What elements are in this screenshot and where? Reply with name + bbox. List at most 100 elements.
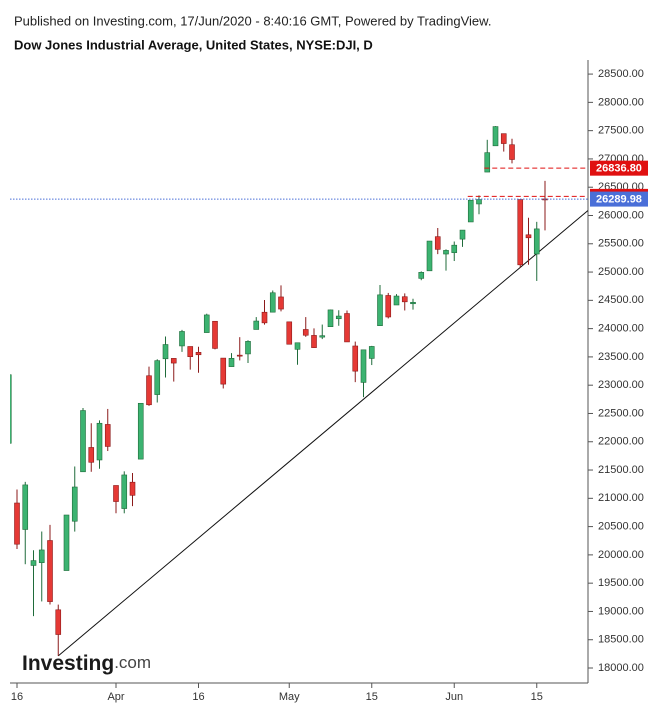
y-tick-label: 25500.00	[598, 238, 644, 250]
candle-body	[344, 313, 350, 343]
y-tick-label: 28500.00	[598, 68, 644, 80]
candle-body	[302, 329, 309, 336]
logo-suffix: .com	[114, 653, 151, 672]
x-tick-label: 16	[192, 691, 204, 703]
y-tick-label: 27500.00	[598, 125, 644, 137]
y-tick-label: 23000.00	[598, 379, 644, 391]
y-tick-label: 19500.00	[598, 577, 644, 589]
candle-body	[129, 481, 136, 496]
candle-body	[492, 126, 499, 147]
y-tick-label: 23500.00	[598, 351, 644, 363]
candle-body	[228, 358, 235, 367]
candle-body	[311, 335, 317, 348]
price-label-box	[590, 160, 648, 176]
candle-body	[385, 295, 392, 318]
candle-body	[10, 374, 12, 444]
logo: Investing.com	[22, 652, 151, 675]
y-tick-label: 24500.00	[598, 294, 644, 306]
candle-body	[203, 314, 210, 333]
chart-title: Dow Jones Industrial Average, United Sta…	[14, 37, 373, 52]
candle-body	[319, 335, 326, 338]
candle-body	[426, 240, 433, 272]
candle-body	[113, 485, 119, 502]
y-tick-label: 22500.00	[598, 407, 644, 419]
candle-body	[451, 244, 458, 253]
candle-body	[154, 360, 161, 395]
y-tick-label: 28000.00	[598, 96, 644, 108]
candle-body	[137, 402, 144, 460]
candle-body	[104, 424, 111, 447]
candle-body	[269, 292, 276, 313]
candle-body	[80, 410, 86, 473]
candle-body	[286, 321, 293, 345]
candle-body	[236, 354, 243, 357]
candle-body	[47, 540, 53, 602]
candle-body	[71, 486, 78, 522]
candle-body	[253, 320, 260, 330]
candle-body	[525, 234, 532, 239]
candle-body	[410, 302, 416, 305]
price-label-box	[590, 191, 648, 207]
x-tick-label: Jun	[445, 691, 463, 703]
candle-body	[401, 296, 408, 303]
candle-body	[63, 514, 70, 571]
price-label: 26836.80	[596, 163, 642, 175]
candle-body	[418, 272, 425, 279]
candle-body	[509, 144, 515, 160]
candle-body	[55, 609, 62, 635]
x-tick-label: Apr	[107, 691, 124, 703]
y-tick-label: 20000.00	[598, 549, 644, 561]
candle-body	[294, 342, 301, 350]
candle-body	[162, 344, 169, 360]
x-tick-label: May	[279, 691, 300, 703]
candle-body	[352, 345, 359, 372]
candle-body	[220, 357, 227, 385]
x-tick-label: 15	[531, 691, 543, 703]
x-tick-label: 15	[366, 691, 378, 703]
candle-body	[467, 199, 474, 223]
candle-body	[443, 250, 449, 255]
y-tick-label: 18500.00	[598, 634, 644, 646]
candle-body	[245, 341, 251, 355]
candle-body	[121, 474, 128, 509]
y-tick-label: 22000.00	[598, 436, 644, 448]
candle-body	[187, 346, 194, 357]
logo-name: Investing	[22, 652, 114, 675]
candle-body	[517, 199, 524, 266]
candle-body	[434, 236, 441, 250]
candle-body	[88, 447, 95, 463]
candle-body	[377, 294, 383, 326]
y-tick-label: 18000.00	[598, 662, 644, 674]
y-tick-label: 19000.00	[598, 605, 644, 617]
candle-body	[170, 358, 177, 364]
header: Published on Investing.com, 17/Jun/2020 …	[14, 13, 491, 28]
candle-body	[261, 311, 268, 324]
candle-body	[476, 199, 482, 205]
trendline	[57, 210, 588, 657]
candle-body	[146, 375, 152, 406]
candle-body	[484, 152, 491, 173]
candle-body	[393, 295, 400, 306]
candle-body	[459, 229, 466, 240]
plot-area	[10, 126, 588, 657]
price-label: 26289.98	[596, 193, 642, 205]
candle-body	[500, 133, 507, 144]
candle-body	[212, 320, 218, 349]
candle-body	[96, 422, 103, 461]
y-tick-label: 21000.00	[598, 492, 644, 504]
candle-body	[327, 309, 334, 328]
candle-body	[360, 349, 367, 383]
y-tick-label: 25000.00	[598, 266, 644, 278]
candle-body	[22, 484, 29, 530]
candle-body	[30, 560, 37, 566]
candle-body	[38, 549, 45, 563]
candle-body	[278, 296, 284, 310]
candle-body	[195, 352, 202, 356]
candle-body	[179, 331, 185, 347]
y-tick-label: 20500.00	[598, 521, 644, 533]
x-tick-label: 16	[11, 691, 23, 703]
y-tick-label: 24000.00	[598, 323, 644, 335]
candle-body	[368, 346, 375, 359]
